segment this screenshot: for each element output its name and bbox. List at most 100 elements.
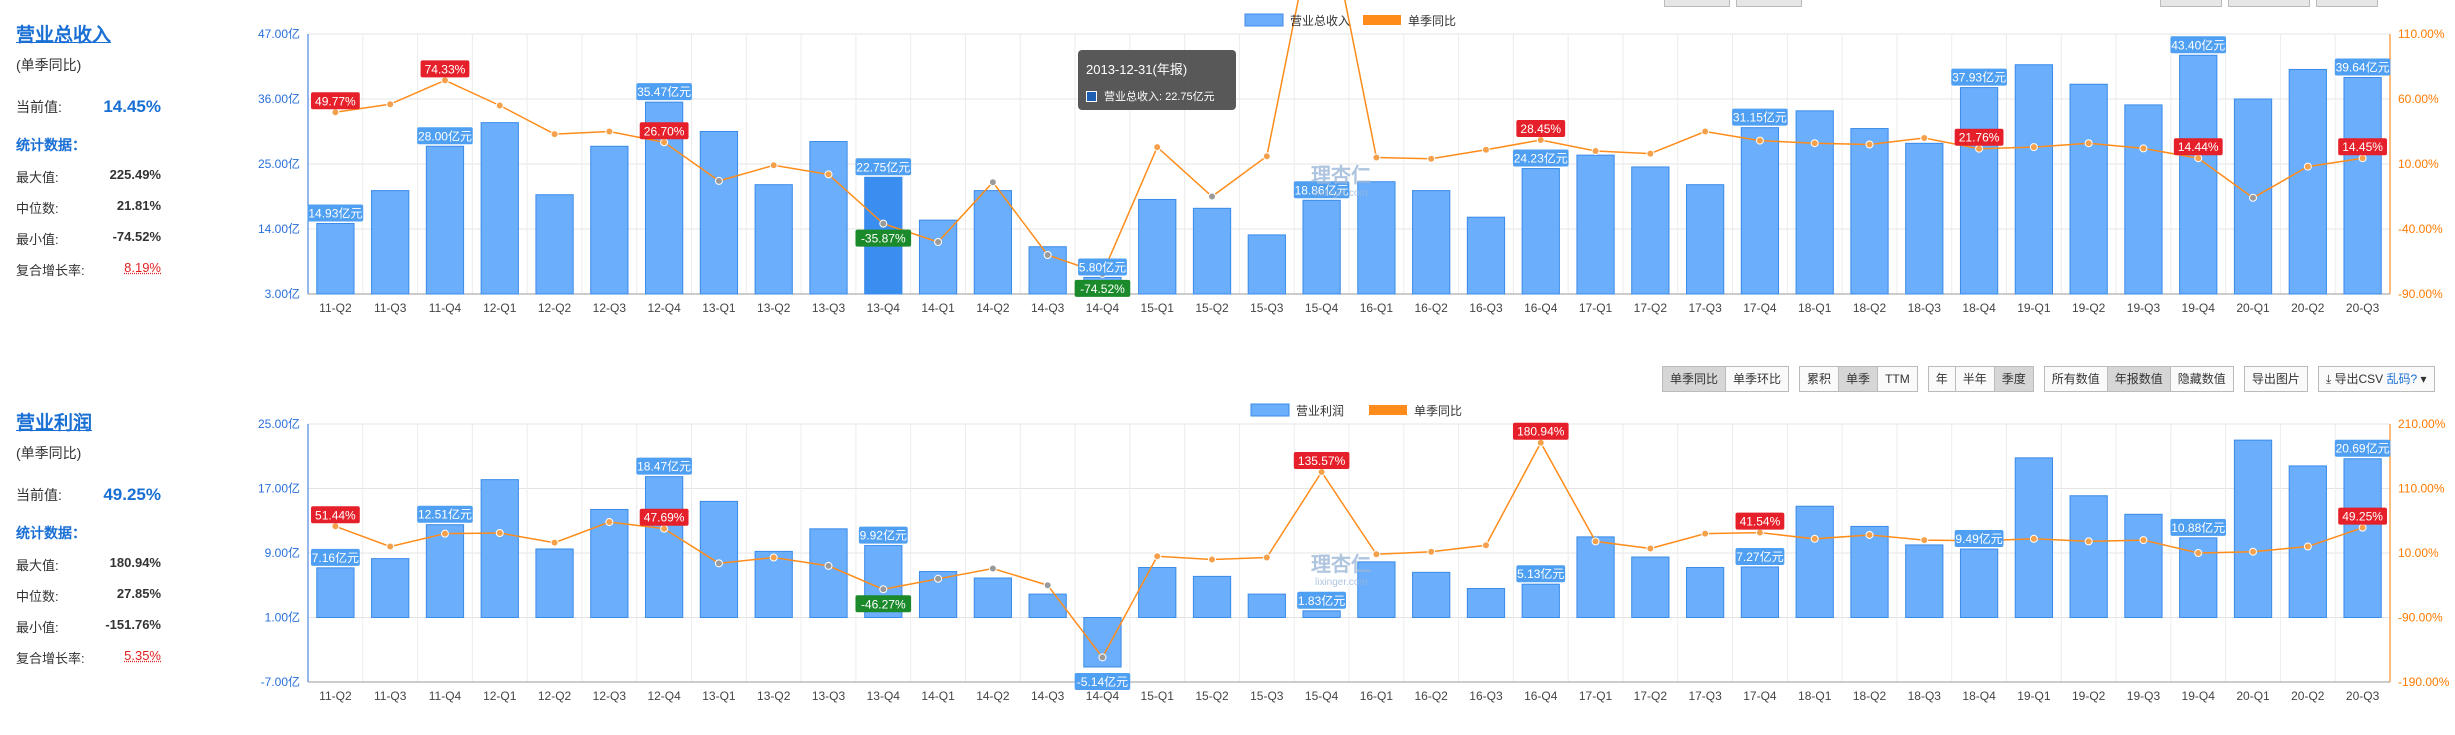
bar-value-label-bg: [2170, 36, 2227, 54]
x-tick-label: 19-Q2: [2072, 689, 2106, 703]
yoy-value-label-bg: [855, 229, 912, 247]
bar-value-label-text: 7.16亿元: [312, 550, 359, 565]
bar-value-label-bg: [1074, 673, 1131, 691]
bar-value-label-text: 28.00亿元: [418, 128, 472, 143]
yoy-point: [1975, 144, 1984, 153]
bar: [1795, 505, 1834, 618]
x-tick-label: 16-Q4: [1524, 301, 1558, 315]
yoy-point: [1208, 192, 1217, 201]
bar: [1521, 583, 1560, 619]
yoy-point: [1701, 127, 1710, 136]
stat-cagr: 复合增长率: 8.19%: [16, 260, 161, 279]
bar: [1302, 610, 1341, 618]
top-button-partial[interactable]: [1664, 0, 1730, 7]
top-button-partial[interactable]: [2160, 0, 2222, 7]
bar: [1740, 127, 1780, 295]
btn-hide-values[interactable]: 隐藏数值: [2170, 366, 2234, 392]
x-tick-label: 14-Q2: [976, 301, 1010, 315]
export-csv-button[interactable]: ⤓ 导出CSV 乱码? ▾: [2317, 366, 2435, 392]
yoy-point: [1208, 555, 1217, 564]
x-tick-label: 15-Q3: [1250, 301, 1284, 315]
bar-value-label: 31.15亿元: [1732, 108, 1788, 126]
btn-quarter[interactable]: 季度: [1994, 366, 2034, 392]
bar-value-label-text: 31.15亿元: [1733, 110, 1787, 125]
yoy-value-label-text: 47.69%: [644, 511, 685, 525]
yoy-toggle-group: 单季同比 单季环比: [1662, 366, 1790, 392]
bar: [371, 558, 410, 618]
yoy-point: [2139, 536, 2148, 545]
btn-qoq[interactable]: 单季环比: [1726, 366, 1790, 392]
yoy-value-label-bg: [310, 92, 360, 110]
x-tick-label: 13-Q4: [867, 301, 901, 315]
x-tick-label: 11-Q3: [374, 301, 407, 315]
x-tick-label: 20-Q3: [2346, 301, 2380, 315]
x-tick-label: 11-Q4: [429, 301, 462, 315]
export-image-button[interactable]: 导出图片: [2243, 366, 2308, 392]
yoy-point: [1536, 438, 1545, 447]
legend-line-label: 单季同比: [1408, 14, 1456, 28]
x-tick-label: 12-Q2: [538, 301, 572, 315]
yoy-point: [660, 138, 669, 147]
stat-value[interactable]: 8.19%: [124, 260, 161, 275]
period-toggle-group: 年 半年 季度: [1927, 366, 2034, 392]
yoy-point: [2303, 162, 2312, 171]
bar: [973, 190, 1012, 295]
bar-value-label-bg: [858, 526, 908, 544]
top-button-partial[interactable]: [2228, 0, 2310, 7]
top-button-partial[interactable]: [2316, 0, 2378, 7]
yoy-value-label: 49.25%: [2338, 507, 2388, 525]
btn-all-values[interactable]: 所有数值: [2043, 366, 2108, 392]
yoy-point: [1865, 530, 1874, 539]
btn-cumulative[interactable]: 累积: [1799, 366, 1840, 392]
btn-year[interactable]: 年: [1927, 366, 1956, 392]
legend-bar-swatch: [1250, 403, 1290, 417]
yoy-point: [1755, 136, 1764, 145]
bar-value-label-bg: [1516, 565, 1566, 583]
yoy-value-label-text: 41.54%: [1740, 515, 1781, 529]
revenue-current: 当前值: 14.45%: [16, 97, 161, 117]
x-tick-label: 14-Q3: [1031, 689, 1065, 703]
bar: [1466, 587, 1506, 618]
x-tick-label: 12-Q3: [593, 689, 627, 703]
yoy-point: [1536, 136, 1545, 145]
series-swatch-icon: [1086, 90, 1097, 102]
btn-yoy[interactable]: 单季同比: [1662, 366, 1727, 392]
btn-single-quarter[interactable]: 单季: [1839, 366, 1879, 392]
yoy-value-label-text: -35.87%: [861, 232, 906, 246]
yoy-point: [331, 108, 340, 117]
yoy-value-label-bg: [855, 595, 912, 613]
bar: [973, 577, 1012, 619]
stat-label: 中位数:: [16, 201, 59, 216]
btn-ttm[interactable]: TTM: [1878, 366, 1918, 392]
yoy-point: [550, 538, 559, 547]
yoy-value-label-text: 28.45%: [1520, 122, 1561, 136]
yoy-value-label-bg: [639, 508, 689, 526]
yoy-value-label-bg: [1954, 128, 2004, 146]
x-tick-label: 12-Q4: [647, 689, 681, 703]
x-tick-label: 12-Q4: [647, 301, 681, 315]
top-button-partial[interactable]: [1736, 0, 1802, 7]
x-tick-label: 13-Q2: [757, 689, 791, 703]
stat-value: 225.49%: [109, 167, 161, 182]
yoy-value-label: 26.70%: [639, 122, 689, 140]
bar: [535, 194, 574, 295]
revenue-title[interactable]: 营业总收入: [16, 25, 112, 46]
btn-half-year[interactable]: 半年: [1955, 366, 1995, 392]
bar-value-label-bg: [1954, 530, 2004, 548]
bar: [1192, 575, 1232, 618]
stat-value: -74.52%: [112, 229, 161, 244]
yoy-point: [1646, 544, 1655, 553]
x-tick-label: 11-Q3: [374, 689, 407, 703]
garbled-link[interactable]: 乱码?: [2386, 372, 2418, 386]
stat-value[interactable]: 5.35%: [124, 648, 161, 663]
profit-subtitle: (单季同比): [16, 445, 82, 461]
right-tick-label: 110.00%: [2398, 27, 2445, 41]
bar-value-label-bg: [855, 158, 912, 176]
stats-title: 统计数据：: [16, 137, 86, 153]
profit-title[interactable]: 营业利润: [16, 413, 93, 434]
bar: [645, 476, 684, 618]
yoy-point: [769, 553, 778, 562]
btn-annual-values[interactable]: 年报数值: [2107, 366, 2171, 392]
yoy-value-label-text: -46.27%: [861, 597, 906, 611]
